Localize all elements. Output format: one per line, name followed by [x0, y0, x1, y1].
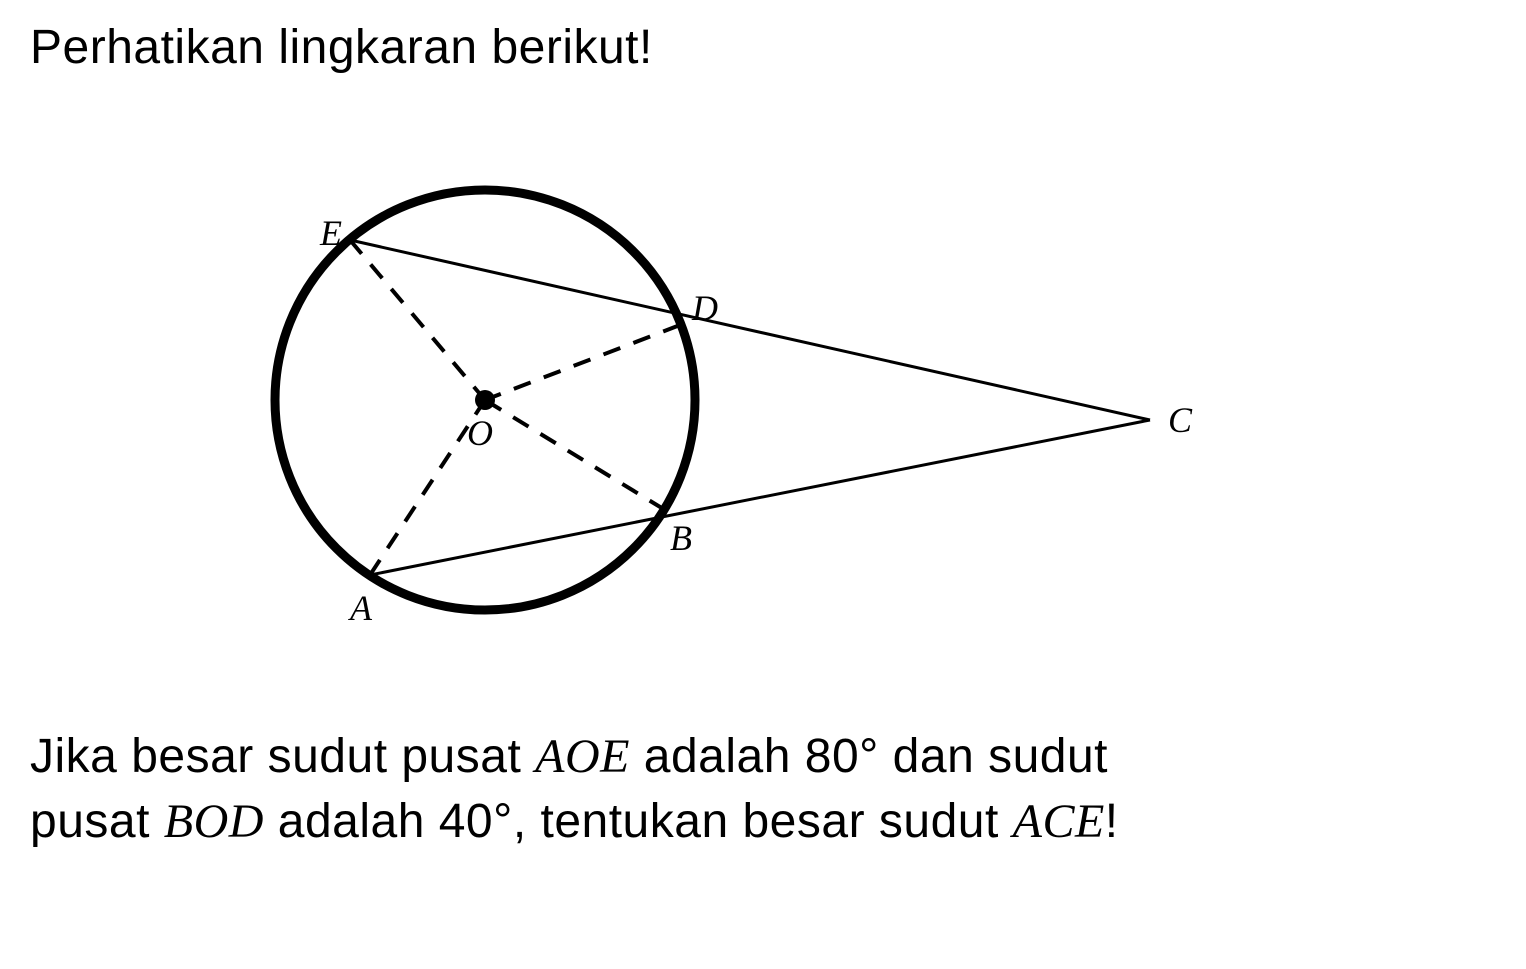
dashed-line-bo	[485, 400, 665, 510]
question-line1-part2: adalah 80° dan sudut	[630, 730, 1108, 783]
dashed-line-do	[485, 325, 680, 400]
question-line2-part3: !	[1105, 795, 1119, 848]
question-text: Jika besar sudut pusat AOE adalah 80° da…	[30, 725, 1496, 855]
question-line2-part2: adalah 40°, tentukan besar sudut	[264, 795, 1013, 848]
point-label-b: B	[670, 518, 692, 558]
question-aoe: AOE	[535, 730, 630, 783]
question-line2-part1: pusat	[30, 795, 164, 848]
circle-geometry-diagram: E D B A O C	[160, 125, 1260, 665]
point-label-d: D	[691, 288, 718, 328]
question-ace: ACE	[1013, 795, 1105, 848]
question-bod: BOD	[164, 795, 264, 848]
dashed-line-eo	[350, 240, 485, 400]
solid-line-ec	[350, 240, 1150, 420]
question-line1-part1: Jika besar sudut pusat	[30, 730, 535, 783]
center-point-dot	[475, 390, 495, 410]
diagram-container: E D B A O C	[30, 125, 1496, 665]
point-label-a: A	[348, 588, 373, 628]
point-label-e: E	[319, 213, 342, 253]
point-label-c: C	[1168, 400, 1193, 440]
instruction-text: Perhatikan lingkaran berikut!	[30, 20, 1496, 75]
point-label-o: O	[467, 413, 493, 453]
